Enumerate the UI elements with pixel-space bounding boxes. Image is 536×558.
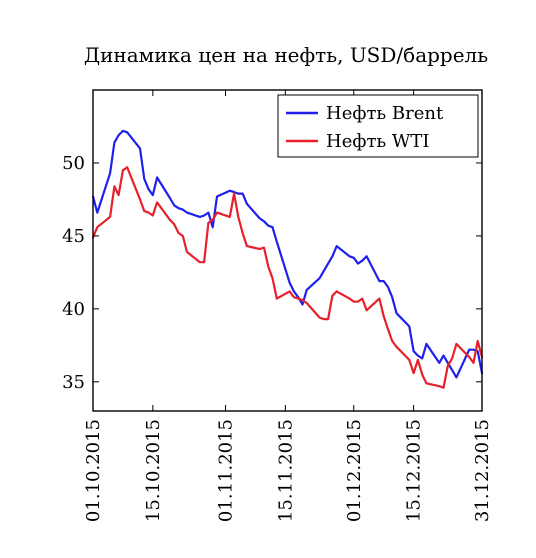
x-tick-label: 01.11.2015 [216,419,237,522]
y-tick-label: 40 [62,299,85,320]
legend-label-1: Нефть Brent [326,103,444,124]
x-tick-label: 31.12.2015 [472,419,493,522]
legend-box [277,94,479,158]
series-line-1 [91,129,484,379]
series-layer [91,129,484,389]
plot-frame [92,89,483,412]
x-tick-label: 15.12.2015 [404,419,425,522]
axis-layer: 35 40 45 50 01.10.2015 15.10.2015 01.11.2015 15… [62,89,493,522]
y-tick-label: 35 [62,372,85,393]
y-tick-label: 45 [62,226,85,247]
legend: Нефть Brent Нефть WTI [277,94,479,158]
x-tick-label: 15.10.2015 [143,419,164,522]
legend-label-2: Нефть WTI [326,131,430,152]
y-tick-label: 50 [62,153,85,174]
chart-title: Динамика цен на нефть, USD/баррель [84,43,488,67]
x-tick-label: 01.10.2015 [83,419,104,522]
x-tick-label: 01.12.2015 [344,419,365,522]
series-line-2 [91,166,484,389]
x-tick-label: 15.11.2015 [275,419,296,522]
